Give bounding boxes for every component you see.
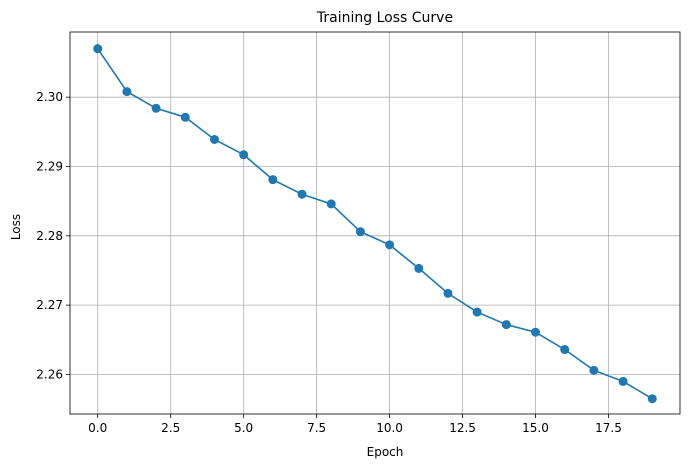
loss-point — [443, 288, 453, 298]
loss-point — [355, 227, 365, 237]
y-tick-label: 2.30 — [36, 90, 63, 104]
series-layer — [93, 44, 657, 404]
loss-point — [122, 87, 132, 97]
loss-point — [589, 365, 599, 375]
plot-frame — [69, 31, 681, 415]
x-tick-label: 7.5 — [307, 421, 326, 435]
chart-title: Training Loss Curve — [316, 10, 453, 26]
x-tick-label: 12.5 — [449, 421, 476, 435]
x-axis-label: Epoch — [367, 445, 404, 459]
loss-point — [531, 327, 541, 337]
loss-point — [268, 175, 278, 185]
x-tick-label: 2.5 — [161, 421, 180, 435]
loss-point — [472, 307, 482, 317]
loss-point — [180, 112, 190, 122]
x-tick-label: 15.0 — [522, 421, 549, 435]
loss-point — [297, 189, 307, 199]
loss-line — [97, 48, 653, 400]
y-tick-label: 2.26 — [36, 367, 63, 381]
x-tick-label: 0.0 — [88, 421, 107, 435]
x-tick-label: 17.5 — [595, 421, 622, 435]
y-tick-label: 2.27 — [36, 298, 63, 312]
loss-point — [239, 150, 249, 160]
loss-point — [151, 103, 161, 113]
loss-point — [209, 134, 219, 144]
x-tick-label: 5.0 — [234, 421, 253, 435]
loss-point — [326, 199, 336, 209]
y-tick-label: 2.29 — [36, 159, 63, 173]
y-tick-label: 2.28 — [36, 229, 63, 243]
loss-point — [647, 394, 657, 404]
grid — [70, 32, 680, 414]
y-axis-label: Loss — [9, 214, 23, 240]
axes: 0.0 2.5 5.0 7.5 10.0 12.5 15.0 17.5 2.26 2.27 2.28… — [36, 31, 681, 435]
loss-point — [501, 320, 511, 330]
loss-point — [560, 345, 570, 355]
loss-point — [414, 263, 424, 273]
loss-point — [385, 240, 395, 250]
x-tick-label: 10.0 — [376, 421, 403, 435]
loss-point — [93, 44, 103, 54]
loss-point — [618, 376, 628, 386]
